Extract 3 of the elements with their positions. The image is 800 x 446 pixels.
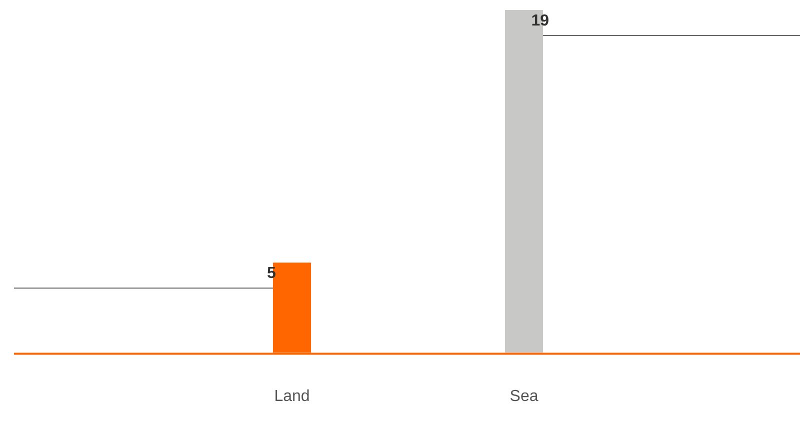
x-tick-label: Land bbox=[274, 388, 310, 405]
x-tick-label: Sea bbox=[510, 388, 538, 405]
data-label: 19 bbox=[531, 12, 550, 30]
